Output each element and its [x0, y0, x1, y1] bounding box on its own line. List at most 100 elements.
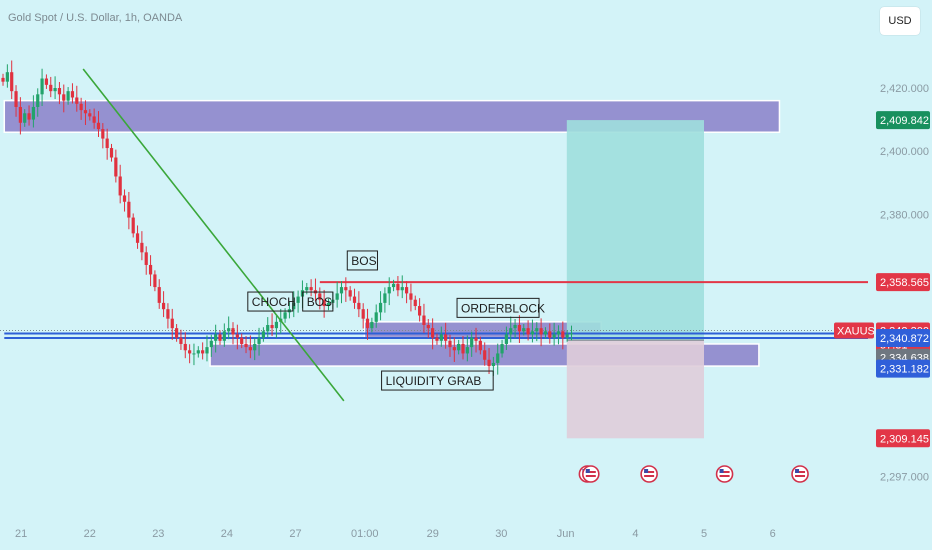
- candle-body: [196, 350, 200, 354]
- price-axis[interactable]: 2,420.0002,400.0002,380.0002,360.0002,29…: [834, 83, 930, 484]
- annotations-layer: CHOCH BOS BOS ORDERBLOCK LIQUIDITY GRAB: [247, 250, 545, 391]
- symbol-tag: [834, 322, 874, 339]
- candle-body: [543, 331, 548, 335]
- price-tag-box: [876, 429, 930, 448]
- trendline[interactable]: [82, 68, 345, 402]
- stop-loss-area[interactable]: [566, 340, 704, 439]
- annotation-box: [381, 370, 494, 391]
- event-flag-icon: [791, 465, 809, 483]
- candle-body: [387, 287, 391, 294]
- price-tag-text: 2,331.182: [880, 364, 929, 376]
- candle-body: [513, 325, 517, 329]
- event-flag-stripe: [795, 471, 806, 473]
- candle-body: [357, 302, 361, 310]
- candle-body: [266, 325, 270, 332]
- candle-body: [274, 321, 279, 329]
- price-tag-box: [876, 359, 930, 378]
- price-level-tag[interactable]: 2,358.565: [876, 273, 930, 292]
- candle-body: [179, 337, 183, 344]
- candle-body: [161, 302, 166, 310]
- candle-body: [496, 353, 500, 363]
- annotation-label: LIQUIDITY GRAB: [381, 370, 494, 391]
- candle-body: [457, 343, 461, 351]
- candles-layer: [1, 60, 574, 376]
- candle-body: [31, 106, 35, 120]
- candle-body: [452, 347, 456, 351]
- candle-body: [418, 306, 422, 316]
- time-tick-label: 24: [221, 528, 233, 540]
- price-level-tag[interactable]: 2,340.872: [876, 329, 930, 348]
- candle-body: [374, 312, 378, 322]
- annotation-text: ORDERBLOCK: [461, 301, 545, 315]
- candle-body: [261, 331, 265, 338]
- trendline-layer[interactable]: [82, 68, 345, 402]
- economic-event-icon[interactable]: [640, 465, 658, 483]
- candle-body: [318, 293, 322, 300]
- supply-zone: [3, 99, 781, 133]
- candle-body: [10, 72, 14, 92]
- candle-body: [326, 302, 331, 307]
- time-tick-label: 22: [84, 528, 96, 540]
- time-tick-label: 21: [15, 528, 27, 540]
- candle-body: [83, 110, 88, 114]
- candle-body: [365, 318, 370, 329]
- candle-body: [509, 328, 513, 335]
- candle-body: [101, 129, 105, 139]
- time-axis[interactable]: 21 22 23 24 27 01:00 29 30 Jun 4 5 6: [15, 528, 776, 540]
- candle-body: [409, 293, 413, 300]
- event-flag-canton: [644, 469, 649, 473]
- event-flag-stripe: [719, 475, 730, 477]
- candle-body: [92, 116, 96, 123]
- economic-event-icon[interactable]: [791, 465, 809, 483]
- candle-body: [144, 252, 148, 265]
- annotation-box: [346, 250, 378, 271]
- time-tick-label: 4: [632, 528, 638, 540]
- time-tick-label: 30: [495, 528, 507, 540]
- annotation-text: BOS: [351, 254, 376, 268]
- candle-body: [192, 353, 196, 355]
- candle-body: [114, 157, 118, 177]
- event-flag-stripe: [795, 475, 806, 477]
- price-tag-text: 2,409.842: [880, 115, 929, 127]
- candle-body: [23, 113, 27, 123]
- candle-body: [535, 328, 539, 332]
- price-level-tag[interactable]: 2,309.145: [876, 429, 930, 448]
- candle-body: [5, 72, 9, 82]
- candle-body: [44, 78, 49, 85]
- symbol-tag-text: XAUUSD: [837, 326, 883, 338]
- time-tick-label: 6: [770, 528, 776, 540]
- annotation-label: BOS: [346, 250, 378, 271]
- candle-body: [348, 290, 352, 297]
- event-flag-canton: [795, 469, 800, 473]
- candle-body: [470, 337, 474, 348]
- candle-body: [413, 299, 417, 307]
- economic-event-icon[interactable]: [582, 465, 600, 483]
- candle-body: [539, 328, 543, 335]
- time-tick-label: 01:00: [351, 528, 379, 540]
- candle-body: [105, 138, 109, 149]
- candle-body: [461, 343, 465, 354]
- time-tick-label: Jun: [557, 528, 575, 540]
- event-flag-stripe: [644, 471, 655, 473]
- price-level-tag[interactable]: 2,409.842: [876, 111, 930, 130]
- long-position-tool[interactable]: [566, 120, 704, 439]
- event-flag-canton: [719, 469, 724, 473]
- economic-event-icon[interactable]: [715, 465, 734, 483]
- annotation-text: LIQUIDITY GRAB: [386, 374, 482, 388]
- candle-body: [361, 309, 365, 319]
- candle-body: [75, 97, 79, 104]
- currency-button[interactable]: USD: [880, 7, 920, 35]
- profit-target-area[interactable]: [566, 120, 704, 341]
- candle-body: [383, 293, 387, 303]
- candle-body: [36, 94, 40, 107]
- candle-body: [435, 337, 439, 341]
- event-flag-icon: [582, 465, 600, 483]
- candle-body: [174, 328, 179, 338]
- price-level-tag[interactable]: 2,331.182: [876, 359, 930, 378]
- candle-body: [231, 328, 235, 335]
- candle-body: [352, 296, 357, 303]
- candle-body: [70, 91, 75, 98]
- price-tick-label: 2,420.000: [880, 83, 929, 95]
